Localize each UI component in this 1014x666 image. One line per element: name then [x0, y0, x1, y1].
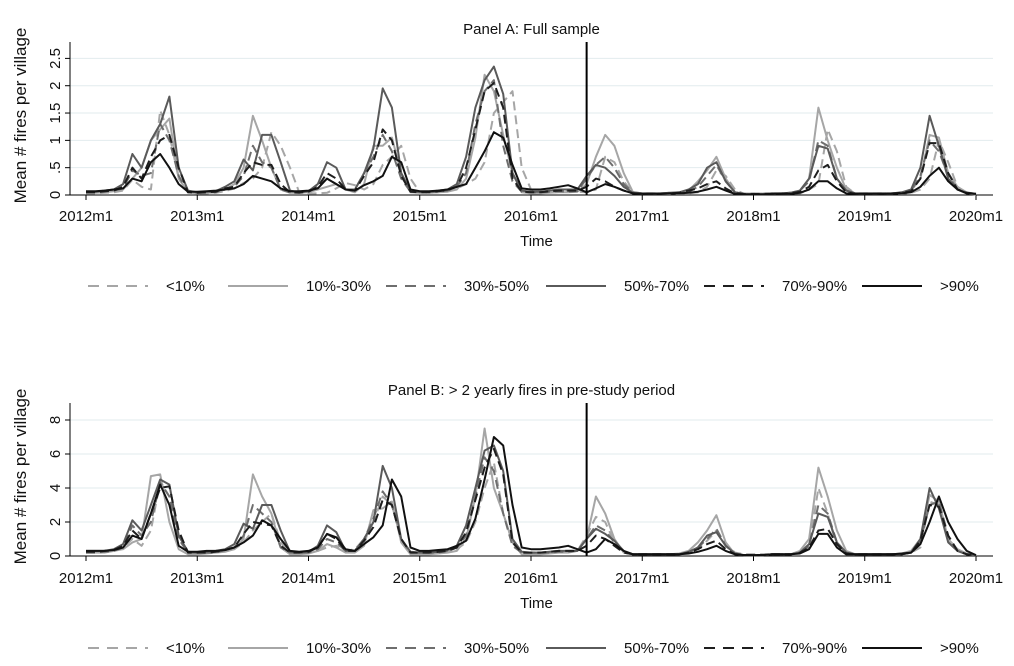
series-line-5 [86, 82, 977, 195]
x-tick-label: 2015m1 [393, 208, 447, 225]
y-tick-label: 1.5 [47, 103, 64, 124]
series-line-2 [86, 73, 977, 195]
y-tick-label: 4 [47, 484, 64, 492]
x-tick-label: 2020m1 [949, 208, 1003, 225]
x-tick-label: 2017m1 [615, 570, 669, 587]
x-axis-label: Time [520, 233, 553, 250]
legend-label: 30%-50% [464, 278, 529, 295]
series-line-2 [86, 427, 977, 557]
legend-label: 10%-30% [306, 640, 371, 657]
x-tick-label: 2013m1 [170, 208, 224, 225]
x-tick-label: 2017m1 [615, 208, 669, 225]
y-tick-label: 0 [47, 552, 64, 560]
series-line-4 [86, 444, 977, 557]
series-line-3 [86, 79, 977, 195]
legend-label: 70%-90% [782, 278, 847, 295]
y-axis-label: Mean # fires per village [11, 28, 30, 204]
y-tick-label: 1 [47, 136, 64, 144]
y-tick-label: .5 [47, 161, 64, 174]
x-tick-label: 2014m1 [281, 570, 335, 587]
panel-b: Panel B: > 2 yearly fires in pre-study p… [11, 382, 1003, 657]
y-tick-label: 2 [47, 82, 64, 90]
x-tick-label: 2016m1 [504, 570, 558, 587]
legend-label: <10% [166, 278, 205, 295]
x-tick-label: 2020m1 [949, 570, 1003, 587]
y-tick-label: 2.5 [47, 48, 64, 69]
legend-label: >90% [940, 278, 979, 295]
x-axis-label: Time [520, 595, 553, 612]
y-tick-label: 6 [47, 450, 64, 458]
legend-label: 10%-30% [306, 278, 371, 295]
y-axis-label: Mean # fires per village [11, 389, 30, 565]
panel-title: Panel A: Full sample [463, 21, 600, 38]
y-tick-label: 2 [47, 518, 64, 526]
x-tick-label: 2019m1 [838, 208, 892, 225]
legend-label: >90% [940, 640, 979, 657]
x-tick-label: 2014m1 [281, 208, 335, 225]
x-tick-label: 2018m1 [726, 208, 780, 225]
y-tick-label: 8 [47, 416, 64, 424]
y-tick-label: 0 [47, 191, 64, 199]
legend-label: 30%-50% [464, 640, 529, 657]
x-tick-label: 2013m1 [170, 570, 224, 587]
x-tick-label: 2019m1 [838, 570, 892, 587]
series-line-6 [86, 131, 977, 196]
legend-label: 50%-70% [624, 278, 689, 295]
series-line-5 [86, 447, 977, 557]
series-line-6 [86, 436, 977, 557]
x-tick-label: 2018m1 [726, 570, 780, 587]
panel-a: Panel A: Full sample 0 .5 1 1.5 2 2.5 2012m1 201… [11, 21, 1003, 295]
x-tick-label: 2015m1 [393, 570, 447, 587]
x-tick-label: 2012m1 [59, 208, 113, 225]
x-tick-label: 2012m1 [59, 570, 113, 587]
x-tick-label: 2016m1 [504, 208, 558, 225]
panel-title: Panel B: > 2 yearly fires in pre-study p… [388, 382, 675, 399]
legend-label: <10% [166, 640, 205, 657]
legend-label: 70%-90% [782, 640, 847, 657]
legend-label: 50%-70% [624, 640, 689, 657]
